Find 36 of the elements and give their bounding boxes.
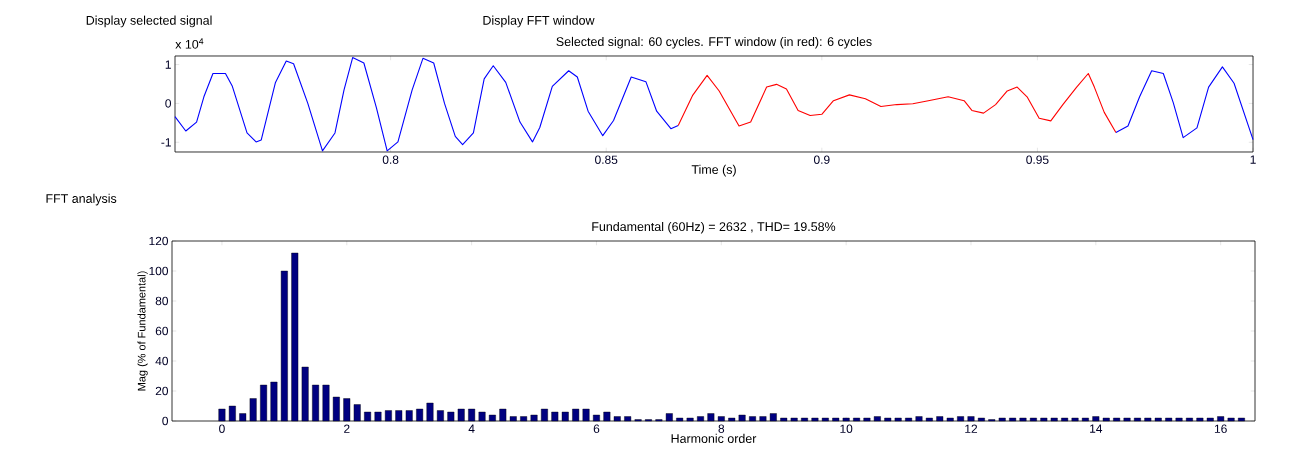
line-series: [174, 57, 679, 152]
y-tick-label: 0: [162, 416, 169, 426]
text: x 10$^{4}$: [175, 38, 204, 49]
line-series: [677, 72, 1117, 134]
x-tick-label: 12: [965, 424, 978, 433]
x-tick-label: 0.8: [382, 155, 399, 164]
x-tick-label: 0: [219, 424, 225, 433]
y-tick-label: 80: [155, 296, 169, 306]
x-tick-label: 1: [1250, 155, 1256, 164]
y-tick-label: 120: [149, 236, 169, 246]
text: FFT analysis: [46, 193, 117, 206]
x-tick-label: 14: [1090, 424, 1103, 433]
chart-title: Selected signal: 60 cycles. FFT window (in red): 6 cycles: [556, 36, 872, 49]
text: Display FFT window: [483, 15, 595, 28]
x-tick-label: 8: [718, 424, 725, 433]
x-tick-label: 16: [1214, 424, 1227, 433]
x-tick-label: 0.85: [595, 155, 618, 164]
x-axis-title: Time (s): [691, 164, 736, 177]
y-tick-label: 40: [155, 356, 169, 366]
x-axis-title: Harmonic order: [671, 433, 757, 443]
chart-title: Fundamental (60Hz) = 2632 , THD= 19.58%: [592, 221, 836, 234]
x-tick-label: 2: [344, 424, 350, 433]
y-tick-label: 100: [149, 266, 169, 276]
x-tick-label: 4: [468, 424, 475, 433]
text: Display selected signal: [86, 15, 212, 28]
x-tick-label: 0.9: [813, 155, 830, 164]
x-tick-label: 0.95: [1026, 155, 1049, 164]
x-tick-label: 6: [593, 424, 600, 433]
y-tick-label: 1: [165, 60, 171, 69]
y-tick-label: 0: [165, 99, 172, 108]
line-series: [1115, 66, 1254, 141]
y-tick-label: 60: [155, 326, 169, 336]
y-tick-label: 20: [155, 386, 169, 396]
y-tick-label: -1: [161, 138, 171, 147]
y-axis-title: Mag (% of Fundamental): [137, 271, 148, 391]
x-tick-label: 10: [840, 424, 853, 433]
